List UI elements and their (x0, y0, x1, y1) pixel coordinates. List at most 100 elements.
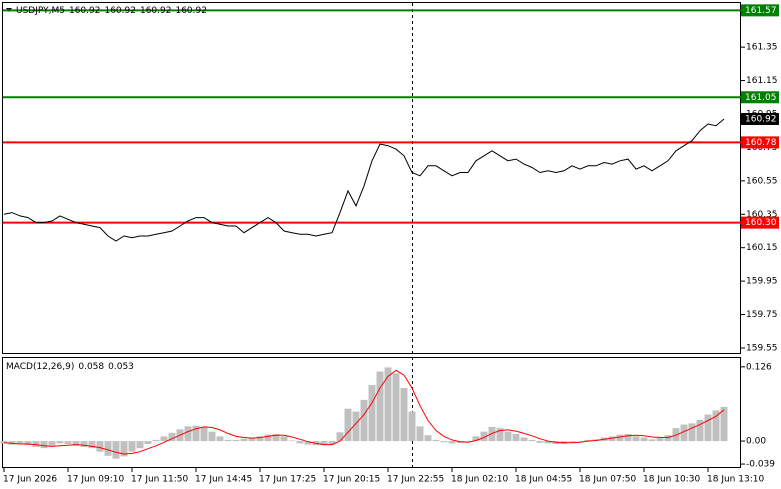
histogram-bar (280, 436, 288, 442)
histogram-bar (248, 438, 256, 442)
histogram-bar (80, 441, 88, 447)
histogram-bar (16, 441, 24, 445)
histogram-bar (168, 432, 176, 442)
histogram-bar (544, 441, 552, 444)
histogram-bar (376, 371, 384, 442)
current-price-box (741, 113, 779, 125)
x-tick-label: 17 Jun 09:10 (67, 475, 124, 485)
histogram-bar (440, 441, 448, 443)
price-line (3, 118, 725, 242)
x-tick-label: 17 Jun 11:50 (131, 475, 188, 485)
histogram-bar (488, 426, 496, 442)
histogram-bar (200, 426, 208, 442)
histogram-bar (272, 434, 280, 442)
signal-line (3, 369, 725, 455)
histogram-bar (696, 419, 704, 442)
plot: 161.55161.35161.15160.95160.75160.55160.… (0, 4, 779, 485)
histogram-bar (584, 439, 592, 442)
y-tick-label: 159.75 (746, 310, 778, 320)
histogram-bar (568, 441, 576, 443)
histogram-bar (88, 441, 96, 449)
histogram-bar (304, 441, 312, 445)
histogram-bar (480, 431, 488, 442)
indicator-value: 0.058 (78, 362, 104, 372)
y-tick-label: 0.126 (746, 362, 772, 372)
histogram-bar (352, 411, 360, 442)
histogram-bar (208, 431, 216, 442)
indicator-name: MACD(12,26,9) (6, 362, 74, 372)
histogram-bar (232, 439, 240, 442)
histogram-bar (416, 426, 424, 442)
histogram-bar (448, 441, 456, 444)
histogram-bar (384, 367, 392, 442)
x-tick-label: 17 Jun 20:15 (323, 475, 380, 485)
histogram-bar (424, 435, 432, 442)
level-label: 160.30 (745, 218, 777, 228)
symbol-title: USDJPY,M5 (16, 6, 65, 16)
histogram-bar (512, 434, 520, 442)
ohlc-value: 160.92 (69, 6, 101, 16)
histogram-bar (160, 436, 168, 442)
indicator-value: 0.053 (108, 362, 134, 372)
histogram-bar (48, 441, 56, 446)
histogram-bar (96, 441, 104, 452)
histogram-bar (368, 385, 376, 442)
histogram-bar (408, 411, 416, 442)
histogram-bar (184, 426, 192, 442)
histogram-bar (40, 441, 48, 449)
histogram-bar (0, 441, 8, 444)
histogram-bar (32, 441, 40, 447)
histogram-bar (224, 439, 232, 442)
level-label-box (741, 4, 779, 17)
histogram-bar (680, 424, 688, 442)
histogram-bar (400, 388, 408, 442)
histogram-bar (656, 438, 664, 442)
histogram-bar (392, 373, 400, 442)
y-tick-label: -0.039 (746, 460, 775, 470)
histogram-bar (688, 423, 696, 442)
histogram-bar (616, 434, 624, 442)
histogram-bar (672, 428, 680, 442)
y-tick-label: 159.55 (746, 343, 778, 353)
level-label: 161.05 (745, 93, 777, 103)
macd-panel (2, 357, 741, 468)
histogram-bar (136, 441, 144, 449)
histogram-bar (536, 441, 544, 443)
x-tick-label: 18 Jun 02:10 (451, 475, 508, 485)
histogram-bar (704, 414, 712, 442)
current-price-label: 160.92 (745, 115, 777, 125)
histogram-bar (336, 432, 344, 442)
histogram-bar (192, 425, 200, 442)
level-label: 161.57 (745, 6, 777, 16)
histogram-bar (120, 441, 128, 457)
histogram-bar (640, 437, 648, 442)
histogram-bar (144, 441, 152, 445)
x-tick-label: 17 Jun 14:45 (195, 475, 252, 485)
y-tick-label: 0.00 (746, 437, 766, 447)
x-tick-label: 17 Jun 2026 (3, 475, 57, 485)
histogram-bar (496, 428, 504, 442)
histogram-bar (520, 437, 528, 442)
y-tick-label: 159.95 (746, 277, 778, 287)
histogram-bar (632, 436, 640, 442)
histogram-bar (8, 441, 16, 445)
histogram-bar (320, 441, 328, 446)
y-tick-label: 160.55 (746, 176, 778, 186)
histogram-bar (608, 436, 616, 442)
x-tick-label: 18 Jun 13:10 (707, 475, 764, 485)
histogram-bar (504, 431, 512, 442)
y-tick-label: 161.15 (746, 76, 778, 86)
histogram-bar (72, 441, 80, 446)
x-tick-label: 18 Jun 10:30 (643, 475, 700, 485)
histogram-bar (664, 435, 672, 442)
histogram-bar (112, 441, 120, 459)
histogram-bar (360, 399, 368, 442)
histogram-bar (64, 441, 72, 445)
histogram-bar (648, 439, 656, 442)
histogram-bar (104, 441, 112, 456)
histogram-bar (344, 408, 352, 442)
histogram-bar (432, 439, 440, 442)
histogram-bar (624, 434, 632, 442)
histogram-bar (472, 436, 480, 442)
